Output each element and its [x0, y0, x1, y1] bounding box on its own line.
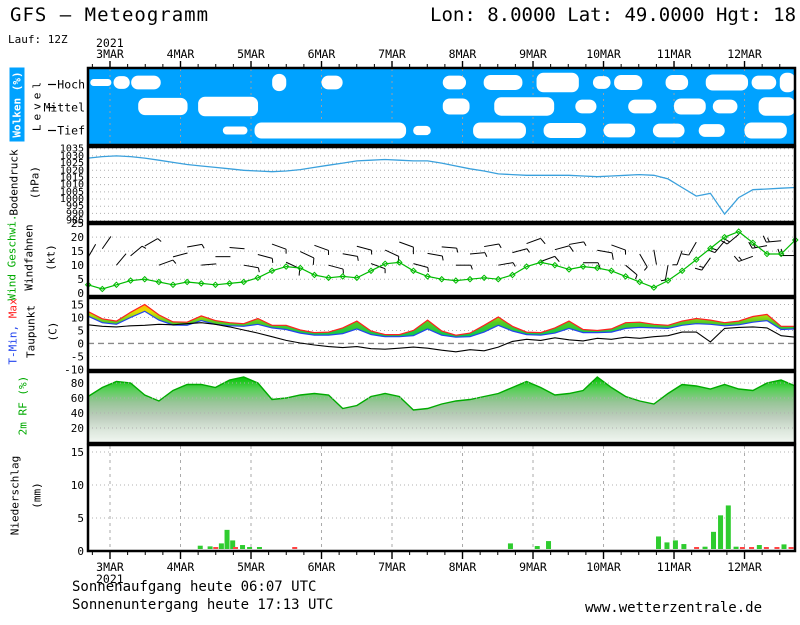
svg-text:7MAR: 7MAR [378, 47, 406, 61]
svg-text:11MAR: 11MAR [657, 560, 692, 574]
svg-text:15: 15 [71, 446, 84, 459]
svg-text:0: 0 [77, 287, 84, 300]
svg-text:10: 10 [71, 259, 84, 272]
svg-text:0: 0 [77, 337, 84, 350]
svg-text:5: 5 [77, 273, 84, 286]
svg-text:2021: 2021 [96, 36, 124, 50]
svg-text:15: 15 [71, 245, 84, 258]
svg-text:10MAR: 10MAR [586, 47, 621, 61]
svg-text:20: 20 [71, 422, 84, 435]
time-axis: 3MAR 3MAR 4MAR 4MAR 5MAR 5MAR 6MAR 6MAR 7MAR 7MAR… [91, 36, 781, 586]
svg-text:8MAR: 8MAR [449, 560, 477, 574]
sunrise-text: Sonnenaufgang heute 06:07 UTC [72, 579, 317, 595]
svg-text:Tief: Tief [57, 124, 85, 138]
svg-text:6MAR: 6MAR [308, 47, 336, 61]
svg-text:1005: 1005 [60, 187, 84, 198]
sunset-text: Sonnenuntergang heute 17:13 UTC [72, 597, 334, 613]
cloud-level-labels: Hoch Mittel Tief [43, 78, 85, 138]
svg-text:5: 5 [77, 324, 84, 337]
svg-text:5MAR: 5MAR [237, 47, 265, 61]
page-title: GFS — Meteogramm [10, 4, 210, 26]
svg-text:15: 15 [71, 298, 84, 311]
svg-text:4MAR: 4MAR [167, 560, 195, 574]
svg-text:9MAR: 9MAR [519, 560, 547, 574]
svg-text:60: 60 [71, 392, 84, 405]
svg-text:8MAR: 8MAR [449, 47, 477, 61]
panel-clouds [90, 69, 796, 144]
run-label: Lauf: 12Z [8, 33, 68, 46]
svg-text:1000: 1000 [60, 194, 84, 205]
svg-text:10: 10 [71, 479, 84, 492]
svg-text:11MAR: 11MAR [657, 47, 692, 61]
svg-text:5MAR: 5MAR [237, 560, 265, 574]
svg-text:10: 10 [71, 311, 84, 324]
svg-text:3MAR: 3MAR [96, 47, 124, 61]
svg-text:1025: 1025 [60, 158, 84, 169]
wind-barbs [87, 233, 796, 282]
svg-text:1030: 1030 [60, 151, 84, 162]
svg-text:Hoch: Hoch [57, 78, 85, 92]
svg-text:7MAR: 7MAR [378, 560, 406, 574]
panel-pressure: 1035103010251020101510101005100099599098… [60, 144, 796, 227]
svg-text:1015: 1015 [60, 172, 84, 183]
svg-text:4MAR: 4MAR [167, 47, 195, 61]
svg-text:985: 985 [66, 216, 84, 227]
svg-text:20: 20 [71, 231, 84, 244]
website-watermark: www.wetterzentrale.de [585, 600, 763, 616]
svg-text:995: 995 [66, 201, 84, 212]
svg-text:3MAR: 3MAR [96, 560, 124, 574]
svg-text:25: 25 [71, 217, 84, 230]
svg-text:1010: 1010 [60, 180, 84, 191]
svg-text:0: 0 [77, 545, 84, 558]
panel-precip: 15 10 5 0 [71, 446, 795, 558]
svg-text:1020: 1020 [60, 165, 84, 176]
header-coordinates: Lon: 8.0000 Lat: 49.0000 Hgt: 18 [430, 4, 797, 26]
svg-text:80: 80 [71, 377, 84, 390]
svg-text:-5: -5 [71, 350, 84, 363]
svg-text:6MAR: 6MAR [308, 560, 336, 574]
panel-rf: 80 60 40 20 [71, 376, 796, 443]
svg-text:-10: -10 [64, 363, 84, 376]
svg-text:990: 990 [66, 208, 84, 219]
svg-text:9MAR: 9MAR [519, 47, 547, 61]
svg-text:12MAR: 12MAR [727, 47, 762, 61]
svg-text:40: 40 [71, 407, 84, 420]
wind-speed-markers [84, 228, 799, 293]
svg-text:1035: 1035 [60, 144, 84, 155]
svg-text:10MAR: 10MAR [586, 560, 621, 574]
svg-text:Mittel: Mittel [43, 101, 85, 115]
svg-text:5: 5 [77, 512, 84, 525]
svg-text:12MAR: 12MAR [727, 560, 762, 574]
svg-text:2021: 2021 [96, 572, 124, 586]
